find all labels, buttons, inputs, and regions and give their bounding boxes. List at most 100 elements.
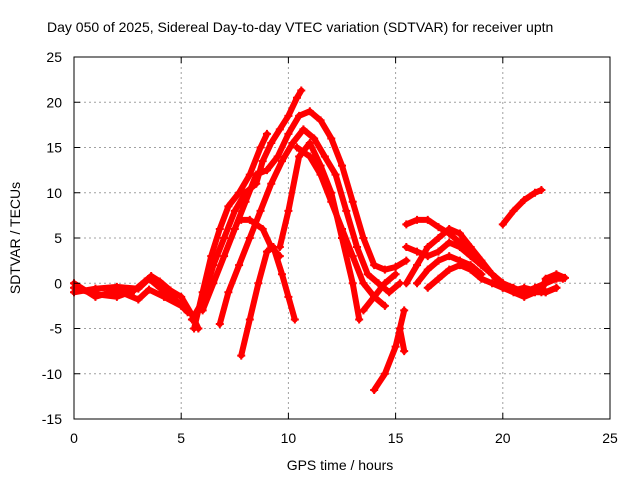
data-point bbox=[316, 170, 325, 179]
data-point bbox=[445, 265, 454, 274]
data-point bbox=[112, 286, 121, 295]
data-point bbox=[230, 224, 239, 233]
data-point bbox=[413, 215, 422, 224]
data-point bbox=[353, 243, 362, 252]
data-point bbox=[380, 265, 389, 274]
data-point bbox=[290, 315, 299, 324]
data-point bbox=[295, 152, 304, 161]
data-point bbox=[391, 342, 400, 351]
data-point bbox=[395, 324, 404, 333]
data-point bbox=[370, 261, 379, 270]
chart-title: Day 050 of 2025, Sidereal Day-to-day VTE… bbox=[47, 19, 553, 35]
data-point bbox=[359, 306, 368, 315]
data-point bbox=[423, 252, 432, 261]
data-point bbox=[552, 270, 561, 279]
data-point bbox=[145, 274, 154, 283]
data-point bbox=[370, 386, 379, 395]
data-point bbox=[445, 238, 454, 247]
data-point bbox=[455, 229, 464, 238]
data-point bbox=[498, 283, 507, 292]
series-layer bbox=[70, 86, 569, 395]
data-point bbox=[292, 93, 301, 102]
data-point bbox=[262, 166, 271, 175]
data-point bbox=[245, 215, 254, 224]
data-point bbox=[434, 223, 443, 232]
data-point bbox=[359, 279, 368, 288]
data-point bbox=[331, 170, 340, 179]
data-point bbox=[537, 288, 546, 297]
data-point bbox=[215, 319, 224, 328]
data-point bbox=[91, 292, 100, 301]
data-point bbox=[215, 224, 224, 233]
data-point bbox=[455, 261, 464, 270]
data-point bbox=[413, 247, 422, 256]
data-point bbox=[338, 224, 346, 233]
x-axis-label: GPS time / hours bbox=[287, 457, 394, 473]
data-point bbox=[359, 234, 368, 242]
data-point bbox=[190, 324, 199, 333]
y-tick-label: 10 bbox=[46, 185, 62, 201]
data-point bbox=[520, 292, 529, 301]
data-point bbox=[237, 215, 246, 224]
data-point bbox=[284, 129, 293, 138]
data-point bbox=[241, 197, 250, 206]
data-point bbox=[380, 369, 389, 378]
data-point bbox=[400, 347, 409, 356]
y-tick-label: 5 bbox=[54, 230, 62, 246]
data-point bbox=[455, 243, 464, 252]
data-point bbox=[477, 274, 486, 283]
data-point bbox=[145, 285, 154, 294]
data-point bbox=[91, 284, 100, 293]
y-tick-label: -10 bbox=[42, 366, 62, 382]
data-point bbox=[402, 243, 411, 252]
data-point bbox=[423, 243, 432, 252]
data-point bbox=[423, 265, 432, 274]
data-point bbox=[466, 252, 475, 261]
data-point bbox=[245, 315, 254, 324]
data-point bbox=[541, 274, 550, 283]
data-point bbox=[520, 195, 529, 204]
data-point bbox=[258, 224, 267, 233]
data-point bbox=[370, 292, 379, 301]
data-point bbox=[530, 286, 539, 295]
data-point bbox=[305, 138, 314, 147]
data-point bbox=[380, 301, 389, 310]
data-point bbox=[434, 274, 443, 283]
data-point bbox=[488, 270, 497, 279]
data-point bbox=[560, 273, 569, 282]
data-point bbox=[434, 247, 443, 256]
data-point bbox=[295, 111, 304, 120]
data-point bbox=[391, 262, 400, 271]
data-point bbox=[220, 234, 229, 242]
data-point bbox=[327, 197, 336, 206]
data-point bbox=[363, 270, 372, 279]
data-point bbox=[155, 283, 164, 292]
data-point bbox=[284, 292, 293, 301]
data-point bbox=[230, 206, 239, 215]
y-tick-label: 15 bbox=[46, 140, 62, 156]
data-point bbox=[299, 125, 308, 134]
data-point bbox=[348, 197, 357, 206]
data-point bbox=[297, 86, 306, 95]
data-point bbox=[320, 152, 329, 161]
data-point bbox=[530, 188, 539, 197]
data-point bbox=[209, 279, 218, 288]
data-point bbox=[385, 288, 394, 297]
data-point bbox=[235, 188, 244, 197]
data-point bbox=[237, 351, 246, 360]
data-point bbox=[509, 206, 518, 215]
data-point bbox=[466, 265, 475, 274]
data-point bbox=[402, 256, 411, 265]
data-point bbox=[256, 143, 265, 152]
data-point bbox=[258, 157, 267, 166]
series-arc-g bbox=[216, 126, 403, 327]
data-point bbox=[245, 234, 254, 242]
data-point bbox=[284, 206, 293, 215]
series-arc-f bbox=[199, 108, 410, 314]
data-point bbox=[488, 279, 497, 288]
x-tick-label: 20 bbox=[495, 430, 511, 446]
data-point bbox=[134, 295, 143, 304]
data-point bbox=[292, 143, 301, 152]
data-point bbox=[256, 206, 265, 215]
data-point bbox=[310, 134, 319, 143]
